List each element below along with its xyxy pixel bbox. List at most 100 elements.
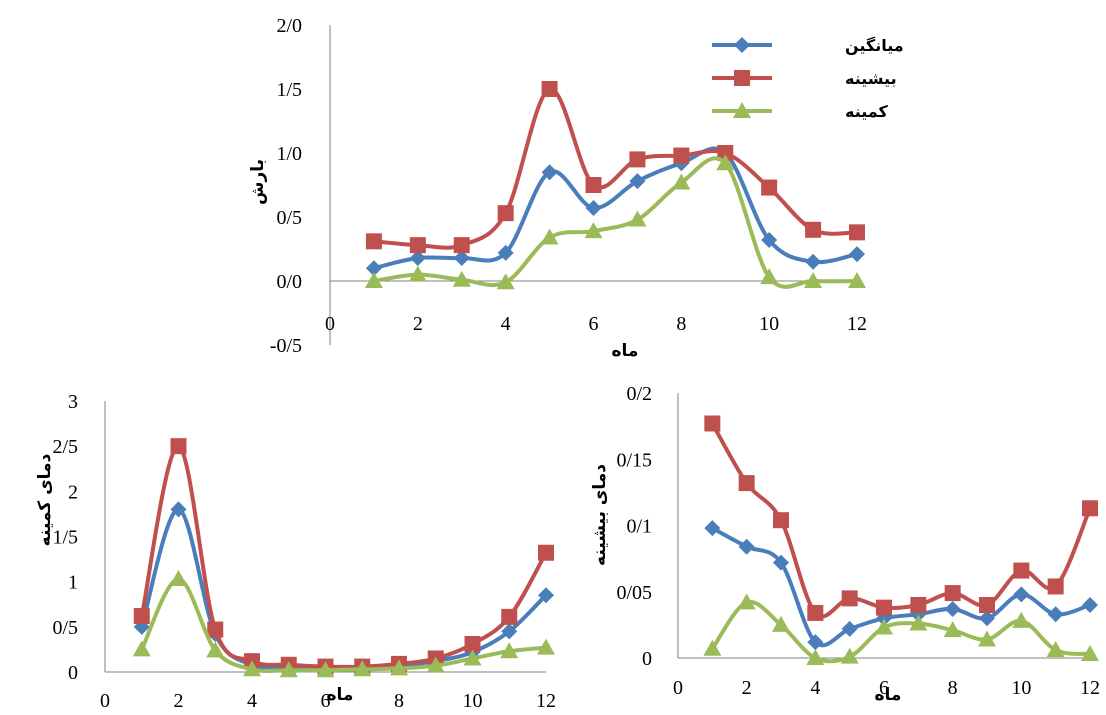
series-line-max <box>373 87 858 250</box>
data-point-max <box>1013 562 1030 579</box>
data-point-max <box>541 81 558 97</box>
data-point-mean <box>497 244 514 261</box>
x-tick-label: 8 <box>948 677 958 699</box>
y-axis-label: دمای بیشینه <box>590 464 610 566</box>
data-point-min <box>1046 641 1065 658</box>
series-max <box>365 81 865 254</box>
x-tick-label: 10 <box>1011 677 1031 699</box>
data-point-max <box>1047 578 1064 595</box>
y-tick-label: 0/5 <box>276 207 302 229</box>
data-point-min <box>540 228 559 245</box>
legend-label-mean: میانگین <box>845 36 904 55</box>
x-tick-label: 10 <box>759 313 779 335</box>
data-point-max <box>944 585 961 602</box>
data-point-min <box>206 641 225 658</box>
y-tick-label: 1/5 <box>52 527 78 549</box>
x-tick-label: 0 <box>673 677 683 699</box>
data-point-max <box>207 621 224 638</box>
y-tick-label: 0/05 <box>616 582 652 604</box>
data-point-mean <box>773 554 789 571</box>
data-point-max <box>910 597 927 613</box>
x-tick-label: 8 <box>676 313 686 335</box>
data-point-max <box>585 177 602 193</box>
data-point-min <box>463 649 482 666</box>
x-tick-label: 2 <box>413 313 423 335</box>
data-point-mean <box>1013 586 1030 603</box>
y-tick-label: 1/0 <box>276 143 302 165</box>
series-min <box>703 593 1099 665</box>
y-tick-label: 2/5 <box>52 436 78 458</box>
y-tick-label: -0/5 <box>270 335 302 357</box>
y-axis-label: دمای کمینه <box>35 453 55 546</box>
y-tick-label: 1 <box>68 572 78 594</box>
legend-label-max: بیشینه <box>845 69 897 88</box>
data-point-min <box>132 640 151 657</box>
data-point-mean <box>541 164 558 181</box>
data-point-min <box>1081 645 1099 662</box>
legend-marker-min <box>733 102 751 118</box>
data-point-min <box>806 649 825 665</box>
data-point-mean <box>409 249 426 266</box>
x-axis-label: ماه <box>875 685 902 705</box>
data-point-max <box>501 608 518 625</box>
data-point-mean <box>538 587 554 604</box>
data-point-max <box>738 475 755 492</box>
data-point-max <box>453 237 470 254</box>
data-point-min <box>243 660 261 677</box>
data-point-mean <box>738 538 755 555</box>
y-tick-label: 0/15 <box>616 449 652 471</box>
series-mean <box>365 145 865 277</box>
series-line-mean <box>373 146 858 271</box>
series-mean <box>704 520 1098 651</box>
y-tick-label: 0/2 <box>626 383 652 405</box>
x-tick-label: 12 <box>1080 677 1100 699</box>
x-tick-label: 6 <box>589 313 599 335</box>
data-point-mean <box>629 173 646 190</box>
x-tick-label: 2 <box>174 690 184 712</box>
data-point-max <box>807 604 824 621</box>
data-point-min <box>169 569 188 586</box>
data-point-max <box>629 151 646 168</box>
data-point-max <box>717 145 734 161</box>
series-line-max <box>710 422 1092 619</box>
data-point-mean <box>365 260 382 277</box>
y-tick-label: 0/1 <box>626 516 652 538</box>
x-tick-label: 0 <box>325 313 335 335</box>
legend-marker-max <box>734 70 750 86</box>
data-point-mean <box>1047 606 1064 623</box>
x-tick-label: 4 <box>247 690 257 712</box>
series-min <box>132 569 555 678</box>
y-axis-label: بارش <box>248 159 268 205</box>
data-point-min <box>500 642 519 659</box>
series-line-min <box>710 599 1091 664</box>
series-min <box>364 154 866 290</box>
x-tick-label: 6 <box>321 690 331 712</box>
data-point-max <box>876 599 892 616</box>
series-line-max <box>139 444 548 669</box>
y-tick-label: 2/0 <box>276 15 302 37</box>
x-tick-label: 8 <box>394 690 404 712</box>
data-point-min <box>628 210 647 227</box>
x-tick-label: 6 <box>879 677 889 699</box>
data-point-min <box>943 621 962 638</box>
chart-1: -0/5 0/0 0/5 1/0 1/5 2/0 0 2 4 6 8 10 12 ماه بارش <box>248 15 867 361</box>
data-point-min <box>426 656 445 673</box>
y-tick-label: 0/0 <box>276 271 302 293</box>
data-point-max <box>464 635 481 652</box>
data-point-min <box>353 660 372 677</box>
data-point-max <box>979 597 995 613</box>
data-point-max <box>673 147 690 164</box>
data-point-mean <box>944 600 961 617</box>
x-tick-label: 10 <box>463 690 483 712</box>
series-line-mean <box>139 507 548 670</box>
data-point-max <box>538 544 554 561</box>
data-point-min <box>1012 611 1031 628</box>
data-point-mean <box>585 200 602 217</box>
data-point-min <box>716 154 735 171</box>
y-tick-label: 3 <box>68 391 78 413</box>
data-point-min <box>279 661 298 678</box>
data-point-max <box>409 237 426 254</box>
data-point-mean <box>807 634 824 651</box>
data-point-min <box>978 630 996 647</box>
data-point-mean <box>761 232 778 249</box>
